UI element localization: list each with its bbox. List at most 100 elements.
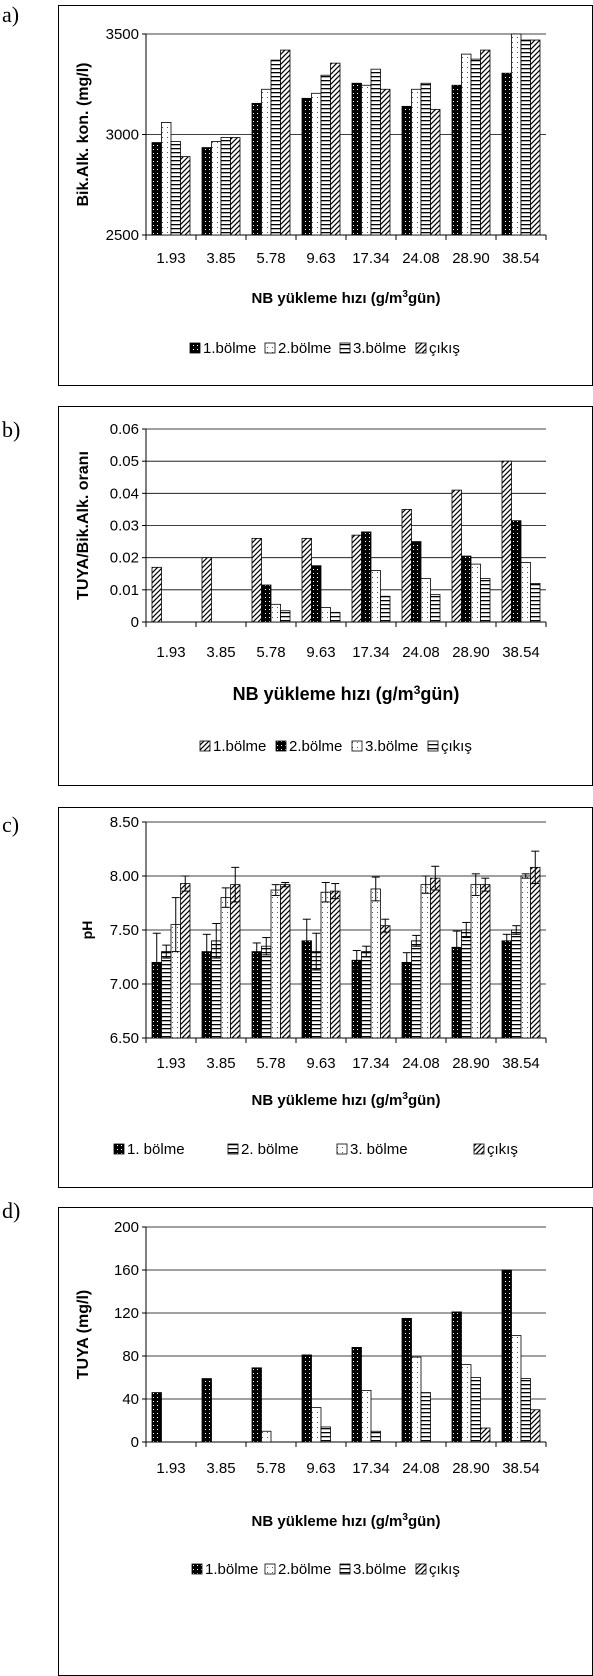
legend-label: çıkış: [429, 340, 460, 357]
bar: [270, 59, 281, 236]
y-tick-label: 8.50: [110, 814, 139, 831]
chart-panel-4: d) 0 40 80 120 160 200 1.93 3.85 5.78 9.63 17.34 24.…: [2, 1198, 593, 1676]
bar: [201, 147, 212, 236]
x-axis-title: NB yükleme hızı (g/m3gün): [252, 1512, 441, 1530]
y-tick-label: 40: [122, 1391, 139, 1408]
bar: [230, 884, 241, 1039]
legend-swatch: [113, 1143, 125, 1155]
x-axis-title-part: NB yükleme hızı (g/m: [233, 684, 414, 704]
bar: [370, 68, 381, 236]
bar: [530, 1409, 541, 1443]
legend-swatch: [275, 740, 287, 752]
bar: [201, 1378, 212, 1443]
bar: [511, 520, 522, 623]
x-tick-label: 38.54: [502, 250, 540, 267]
bar: [520, 1378, 531, 1443]
x-tick-label: 5.78: [256, 1460, 285, 1477]
x-tick-label: 1.93: [156, 1055, 185, 1072]
bar: [161, 951, 172, 1039]
y-tick-label: 160: [114, 1262, 139, 1279]
y-tick-label: 0.02: [110, 550, 139, 567]
bar: [261, 584, 272, 623]
x-tick-label: 17.34: [352, 1460, 390, 1477]
legend-swatch: [336, 1143, 348, 1155]
legend-swatch: [339, 1563, 351, 1575]
legend-label: 1. bölme: [127, 1141, 185, 1158]
legend: 1.bölme 2.bölme 3.bölme çıkış: [191, 1561, 460, 1578]
y-tick-label: 200: [114, 1219, 139, 1236]
y-tick-label: 0.06: [110, 421, 139, 438]
bar: [401, 105, 412, 236]
x-tick-label: 17.34: [352, 644, 390, 661]
chart-panel-1: a) 2500 3000 3500 1.93 3.85 5.78 9.63 17.34 24.08…: [2, 2, 593, 386]
bar: [380, 595, 391, 623]
bar: [351, 1347, 362, 1443]
bar: [361, 951, 372, 1039]
bar: [530, 583, 541, 623]
x-tick-label: 3.85: [206, 644, 235, 661]
bar: [251, 102, 262, 236]
bar: [280, 49, 291, 236]
bar: [151, 1392, 162, 1443]
x-axis-title-superscript: 3: [402, 289, 408, 300]
bar: [170, 141, 181, 236]
bar: [330, 611, 341, 623]
x-tick-label: 5.78: [256, 644, 285, 661]
bar: [480, 1427, 491, 1443]
x-tick-label: 9.63: [306, 644, 335, 661]
bar: [251, 951, 262, 1039]
legend-swatch: [227, 1143, 239, 1155]
legend-swatch: [473, 1143, 485, 1155]
bar: [420, 82, 431, 236]
bar: [480, 884, 491, 1039]
bar: [301, 537, 312, 623]
bar: [301, 1354, 312, 1443]
bar: [461, 555, 472, 623]
bar: [270, 603, 281, 623]
bar: [311, 565, 322, 623]
bar: [361, 84, 372, 236]
y-tick-label: 2500: [106, 227, 139, 244]
y-tick-label: 0.04: [110, 485, 139, 502]
bar: [151, 566, 162, 623]
legend-swatch: [427, 740, 439, 752]
y-tick-label: 0: [131, 614, 139, 631]
x-axis-title: NB yükleme hızı (g/m3gün): [252, 289, 441, 307]
y-axis-title: Bik.Alk. kon. (mg/l): [75, 62, 92, 206]
legend-swatch: [264, 342, 276, 354]
legend: 1.bölme 2.bölme 3.bölme çıkış: [199, 738, 472, 755]
bar: [480, 49, 491, 236]
bar: [161, 122, 172, 236]
bar: [420, 884, 431, 1039]
legend-swatch: [415, 1563, 427, 1575]
chart-panel-3: c) 6.50 7.00 7.50 8.00 8.50 1.93 3.85 5.78 9.63 17…: [2, 807, 593, 1188]
x-axis-title-superscript: 3: [402, 1512, 408, 1523]
bar: [370, 888, 381, 1039]
legend-label: 3. bölme: [350, 1141, 408, 1158]
bar: [401, 509, 412, 623]
chart-panel-2: b) 0 0.01 0.02 0.03 0.04 0.05 0.06 1.93 3.85 5.78 9…: [2, 406, 593, 786]
bar: [401, 1317, 412, 1443]
bar: [461, 929, 472, 1039]
legend-label: 1.bölme: [205, 1561, 258, 1578]
x-tick-label: 28.90: [452, 250, 490, 267]
y-tick-label: 0.03: [110, 518, 139, 535]
bar: [301, 97, 312, 236]
x-tick-label: 38.54: [502, 1460, 540, 1477]
y-tick-label: 80: [122, 1348, 139, 1365]
y-tick-label: 0: [131, 1434, 139, 1451]
legend-label: çıkış: [429, 1561, 460, 1578]
x-axis-title-part: NB yükleme hızı (g/m: [252, 1513, 403, 1530]
bar: [420, 1392, 431, 1443]
bar: [251, 1367, 262, 1443]
legend-label: 3.bölme: [353, 1561, 406, 1578]
bar: [461, 1364, 472, 1443]
x-axis-title-superscript: 3: [402, 1091, 408, 1102]
bar: [470, 563, 481, 623]
bar: [230, 137, 241, 236]
bar: [251, 537, 262, 623]
x-tick-label: 3.85: [206, 250, 235, 267]
bar: [280, 884, 291, 1039]
